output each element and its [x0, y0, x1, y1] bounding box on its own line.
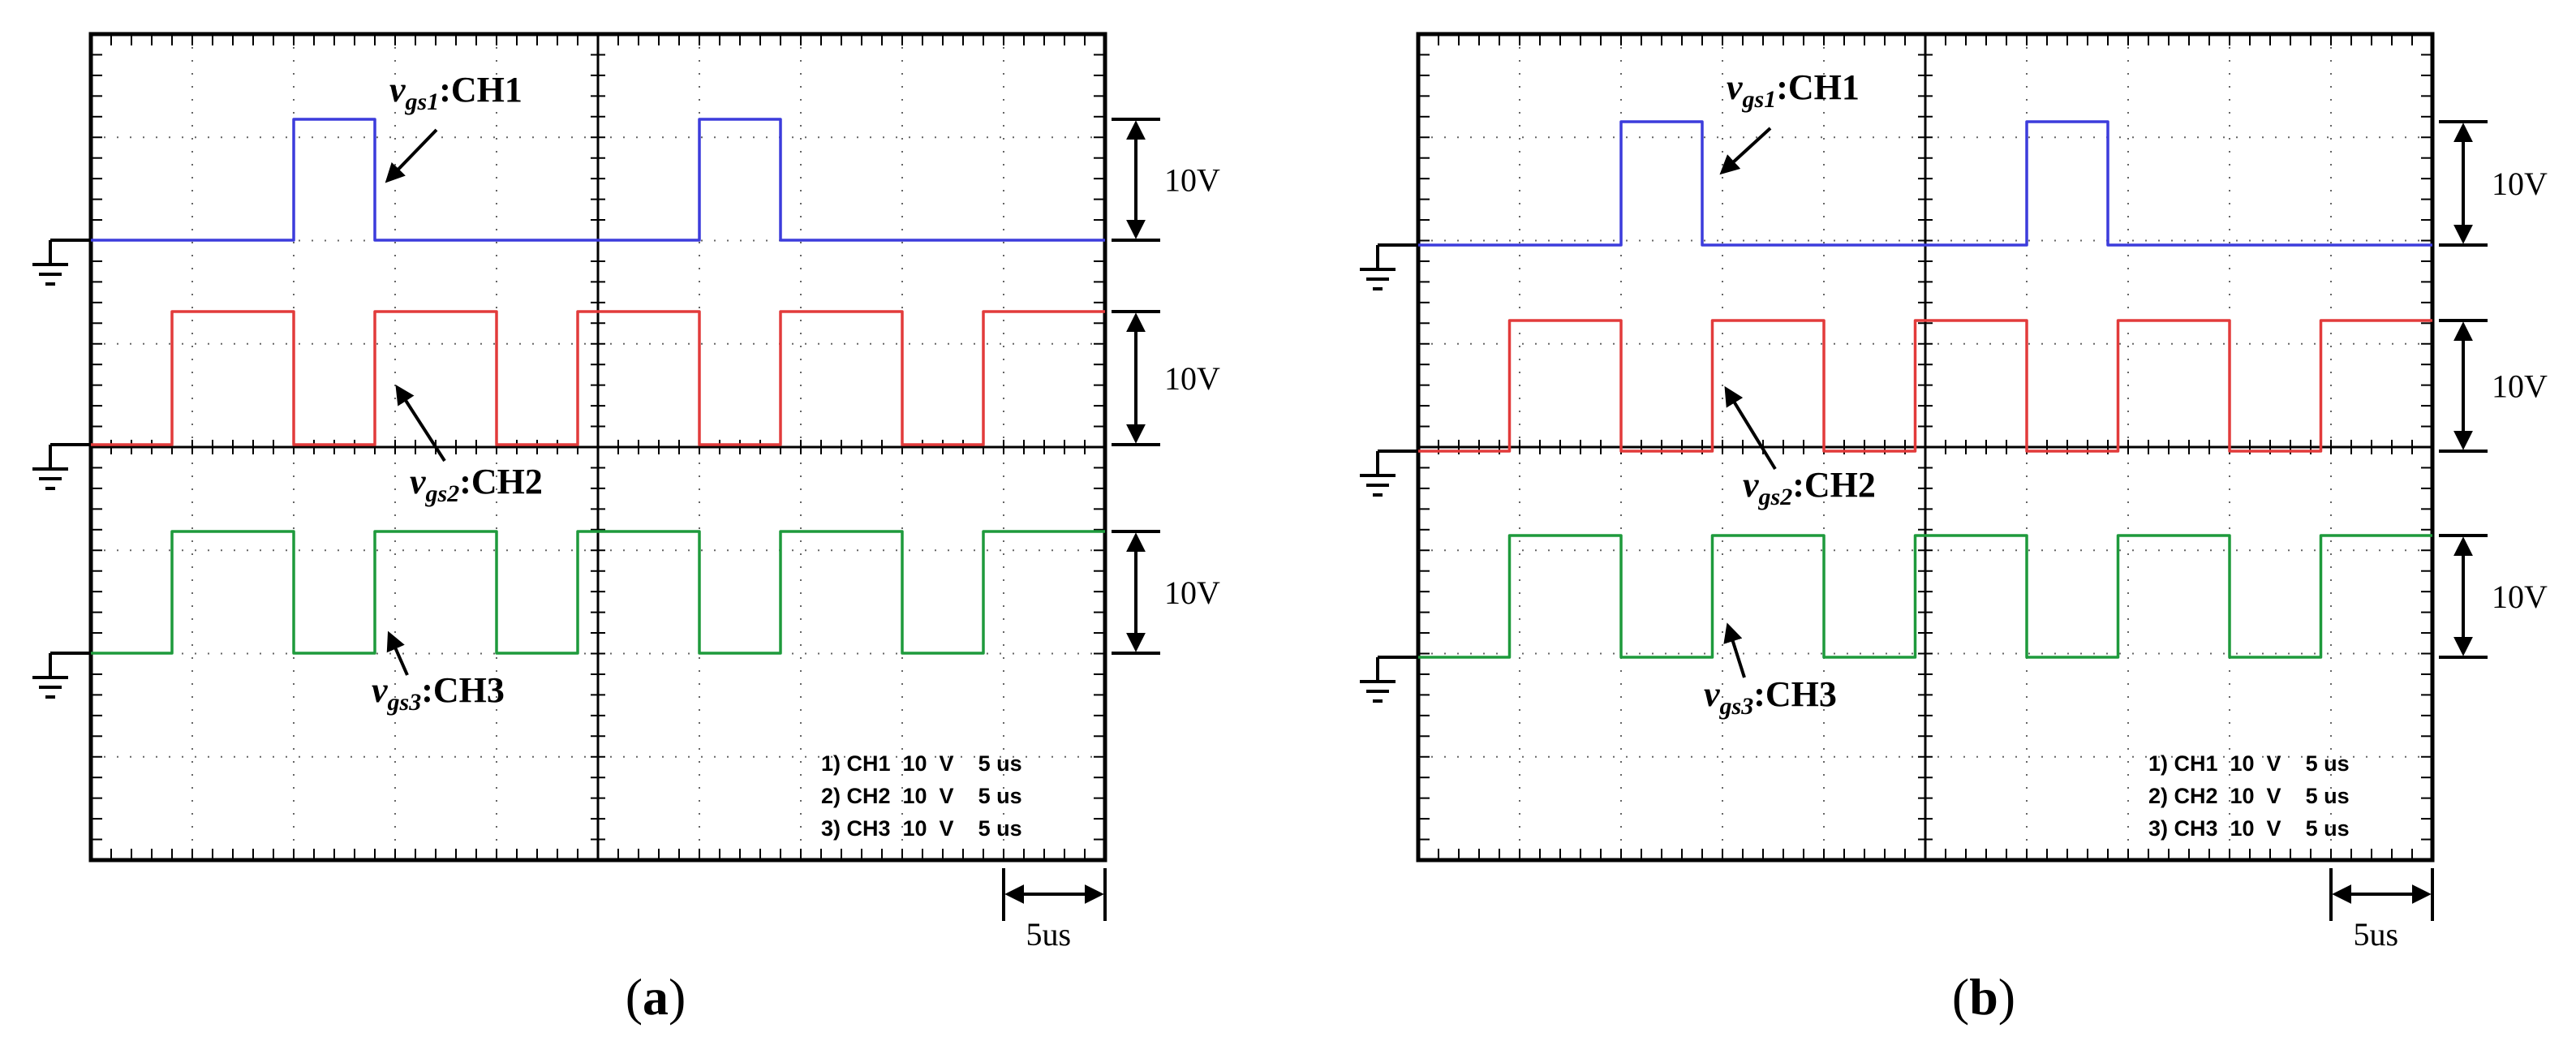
trace-ch2 [91, 310, 1105, 446]
scale-label: 10V [2492, 368, 2548, 405]
trace-ch3 [91, 530, 1105, 655]
trace-ch2 [1418, 319, 2432, 453]
var-base: v [1704, 674, 1720, 714]
channel-label-ch3: vgs3:CH3 [1704, 674, 1837, 720]
annotation-arrow [1719, 127, 1772, 175]
annotation-arrow [1724, 385, 1777, 471]
scale-label: 10V [1164, 360, 1220, 397]
scale-label: 10V [1164, 162, 1220, 199]
trace-ch1 [1418, 120, 2432, 247]
var-subscript: gs1 [1742, 86, 1777, 113]
trace-ch3 [1418, 534, 2432, 659]
channel-suffix: :CH2 [459, 462, 543, 501]
panel-label-open: ( [626, 968, 643, 1026]
panel-label-close: ) [1998, 968, 2015, 1026]
voltage-scale-ch1: 10V [2439, 120, 2548, 247]
panel-label: (a) [626, 968, 686, 1026]
ground-icon [32, 239, 91, 286]
scale-label: 10V [1164, 574, 1220, 611]
var-base: v [1727, 67, 1743, 107]
time-scale: 5us [2329, 868, 2434, 953]
var-subscript: gs2 [425, 480, 460, 507]
channel-suffix: :CH3 [421, 670, 505, 710]
voltage-scale-ch2: 10V [2439, 319, 2548, 453]
channel-suffix: :CH2 [1792, 465, 1876, 505]
var-base: v [372, 670, 388, 710]
var-subscript: gs1 [405, 88, 440, 115]
ground-icon [32, 652, 91, 699]
ground-icon [1360, 450, 1418, 497]
trace-ch1 [91, 118, 1105, 242]
ground-icon [1360, 243, 1418, 290]
ground-icon [1360, 656, 1418, 703]
scope-legend-line: 1) CH1 10 V 5 us [821, 751, 1022, 776]
var-base: v [389, 70, 406, 110]
annotation-arrow [395, 384, 446, 462]
annotation-arrow [1723, 622, 1746, 678]
var-subscript: gs2 [1758, 484, 1793, 510]
annotation-arrow [385, 128, 438, 183]
panel-label-open: ( [1952, 968, 1969, 1026]
time-scale-label: 5us [1026, 916, 1072, 953]
scale-label: 10V [2492, 166, 2548, 202]
var-base: v [410, 462, 426, 501]
voltage-scale-ch3: 10V [1112, 530, 1220, 655]
panel-label-close: ) [669, 968, 686, 1026]
scope-legend-line: 2) CH2 10 V 5 us [821, 784, 1022, 808]
channel-label-ch2: vgs2:CH2 [1743, 465, 1876, 510]
channel-suffix: :CH1 [439, 70, 523, 110]
voltage-scale-ch1: 10V [1112, 118, 1220, 242]
scope-legend-line: 3) CH3 10 V 5 us [2148, 816, 2350, 841]
scope-legend-line: 3) CH3 10 V 5 us [821, 816, 1022, 841]
scope-legend-line: 2) CH2 10 V 5 us [2148, 784, 2350, 808]
var-subscript: gs3 [1719, 693, 1754, 720]
var-subscript: gs3 [387, 689, 422, 716]
channel-label-ch1: vgs1:CH1 [389, 70, 523, 115]
channel-label-ch3: vgs3:CH3 [372, 670, 505, 716]
ground-icon [32, 443, 91, 490]
voltage-scale-ch2: 10V [1112, 310, 1220, 446]
voltage-scale-ch3: 10V [2439, 534, 2548, 659]
panel-label-letter: a [643, 968, 669, 1026]
annotation-arrow [386, 630, 409, 676]
scope-legend-line: 1) CH1 10 V 5 us [2148, 751, 2350, 776]
channel-suffix: :CH1 [1776, 67, 1860, 107]
time-scale: 5us [1002, 868, 1107, 953]
panel-label-letter: b [1969, 968, 1998, 1026]
scale-label: 10V [2492, 579, 2548, 615]
var-base: v [1743, 465, 1759, 505]
channel-label-ch1: vgs1:CH1 [1727, 67, 1860, 113]
panel-label: (b) [1952, 968, 2015, 1026]
channel-suffix: :CH3 [1753, 674, 1837, 714]
channel-label-ch2: vgs2:CH2 [410, 462, 543, 507]
time-scale-label: 5us [2354, 916, 2399, 953]
